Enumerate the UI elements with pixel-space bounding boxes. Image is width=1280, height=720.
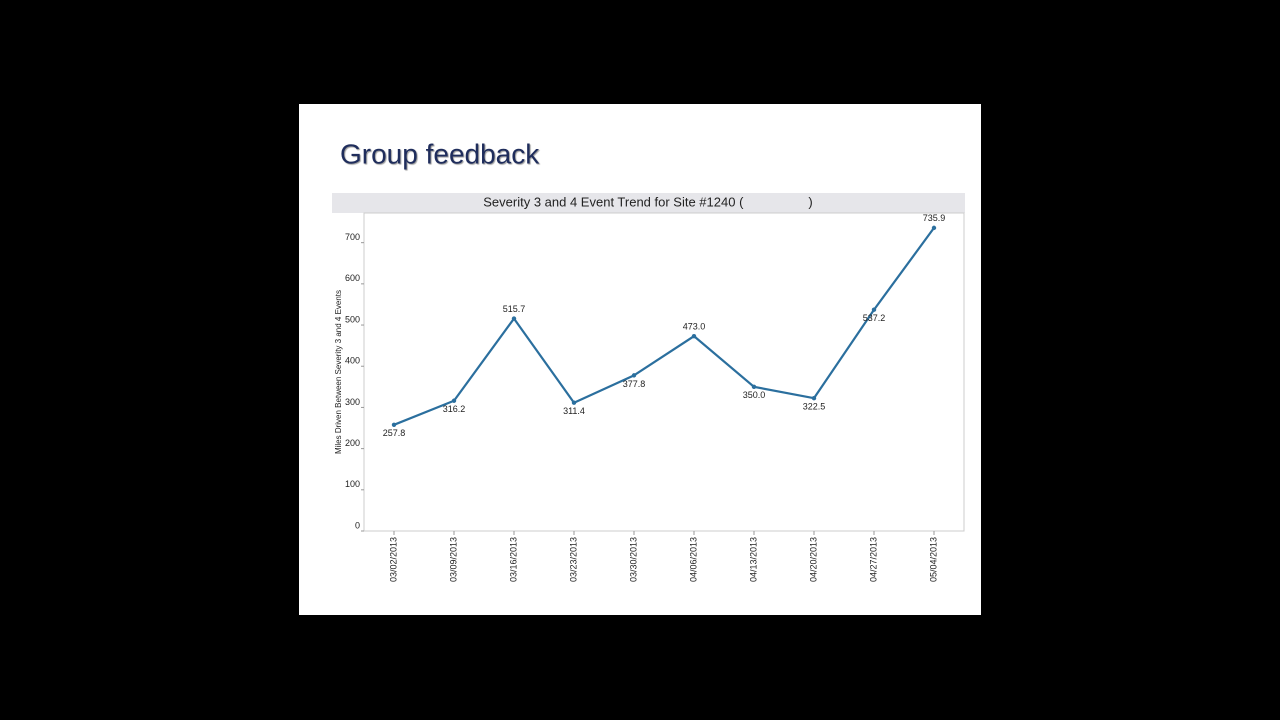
value-label: 473.0: [683, 322, 706, 332]
value-label: 350.0: [743, 390, 766, 400]
y-tick-label: 100: [345, 479, 360, 489]
value-label: 257.8: [383, 428, 406, 438]
point: [871, 307, 877, 312]
y-tick-label: 400: [345, 356, 360, 366]
x-tick-label: 03/30/2013: [628, 537, 638, 582]
x-tick-label: 04/20/2013: [808, 537, 818, 582]
x-tick-label: 04/13/2013: [748, 537, 758, 582]
value-label: 377.8: [623, 379, 646, 389]
y-tick-label: 500: [345, 314, 360, 324]
x-tick-label: 03/23/2013: [568, 537, 578, 582]
y-tick-label: 600: [345, 273, 360, 283]
value-label: 515.7: [503, 304, 526, 314]
value-label: 735.9: [923, 213, 946, 223]
chart-title-bar: [332, 193, 965, 213]
x-tick-label: 03/16/2013: [508, 537, 518, 582]
point: [811, 395, 817, 401]
point: [571, 400, 577, 405]
point: [511, 316, 517, 321]
value-label: 537.2: [863, 313, 886, 323]
y-tick-label: 0: [355, 520, 360, 530]
slide-title: Group feedback: [340, 138, 540, 169]
y-tick-label: 200: [345, 438, 360, 448]
x-tick-label: 05/04/2013: [928, 537, 938, 582]
x-tick-label: 03/02/2013: [388, 537, 398, 582]
x-tick-label: 04/27/2013: [868, 537, 878, 582]
chart-title: Severity 3 and 4 Event Trend for Site #1…: [483, 194, 812, 209]
point: [451, 398, 457, 403]
line: [393, 227, 935, 426]
y-tick-label: 700: [345, 232, 360, 242]
value-label: 311.4: [563, 406, 585, 416]
point: [391, 422, 397, 428]
y-tick-label: 300: [345, 397, 360, 407]
point: [631, 373, 637, 378]
point: [751, 384, 757, 390]
slide: [299, 104, 981, 615]
point: [691, 333, 697, 339]
y-axis-label: Miles Driven Between Severity 3 and 4 Ev…: [334, 290, 343, 454]
value-label: 316.2: [443, 404, 466, 414]
point: [931, 225, 937, 231]
plot-area: [363, 212, 965, 532]
x-tick-label: 04/06/2013: [688, 537, 698, 582]
value-label: 322.5: [803, 402, 826, 412]
x-tick-label: 03/09/2013: [448, 537, 458, 582]
